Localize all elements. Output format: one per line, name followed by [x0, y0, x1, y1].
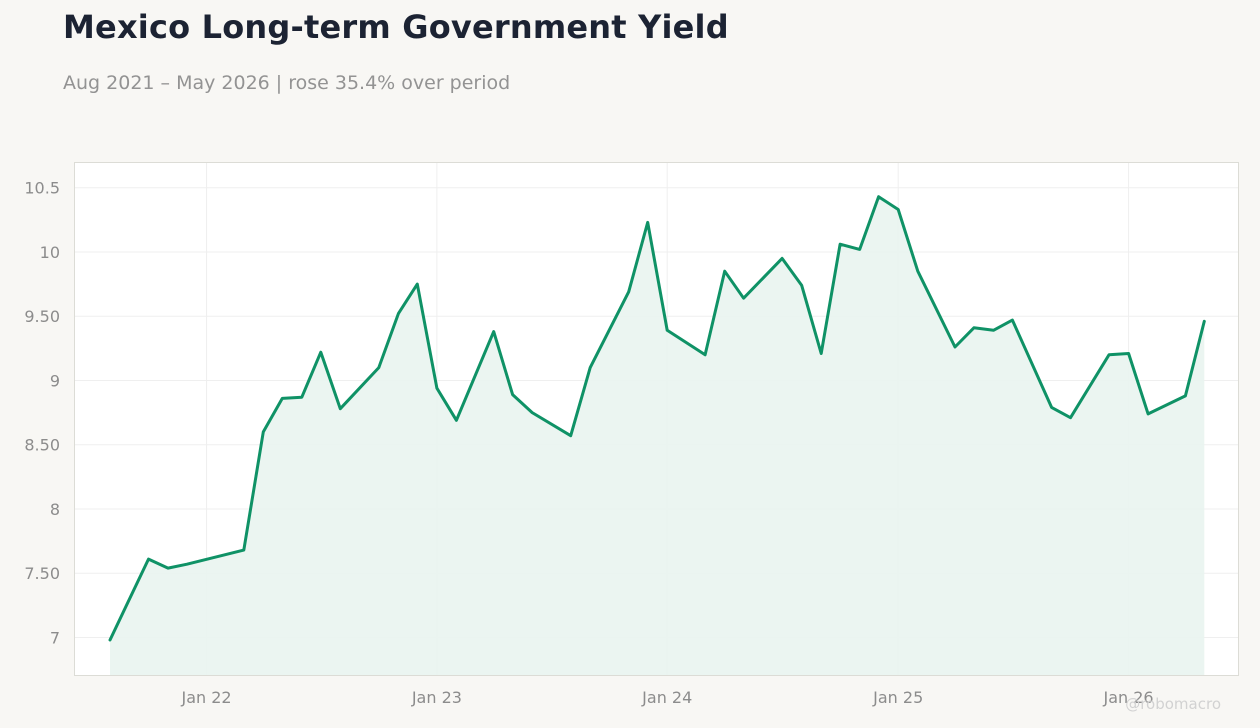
watermark: @robomacro: [1125, 695, 1221, 713]
y-tick-label: 9.50: [24, 307, 60, 326]
y-tick-label: 10.5: [24, 179, 60, 198]
x-tick-label: Jan 22: [180, 688, 231, 707]
x-axis: Jan 22 Jan 23 Jan 24 Jan 25 Jan 26: [180, 688, 1153, 707]
y-tick-label: 9: [50, 371, 60, 390]
chart-subtitle: Aug 2021 – May 2026 | rose 35.4% over pe…: [63, 72, 511, 94]
chart-title: Mexico Long-term Government Yield: [63, 8, 729, 46]
x-tick-label: Jan 26: [1103, 688, 1154, 707]
y-axis: 7 7.50 8 8.50 9 9.50 10 10.5: [24, 179, 60, 648]
x-tick-label: Jan 23: [411, 688, 462, 707]
y-tick-label: 10: [40, 243, 60, 262]
x-tick-label: Jan 25: [872, 688, 923, 707]
yield-area-fill: [110, 196, 1205, 676]
y-tick-label: 8: [50, 500, 60, 519]
y-tick-label: 7.50: [24, 564, 60, 583]
plot-frame: [74, 162, 1239, 676]
x-tick-label: Jan 24: [641, 688, 692, 707]
yield-line: [108, 195, 1206, 642]
y-tick-label: 7: [50, 628, 60, 647]
y-tick-label: 8.50: [24, 436, 60, 455]
